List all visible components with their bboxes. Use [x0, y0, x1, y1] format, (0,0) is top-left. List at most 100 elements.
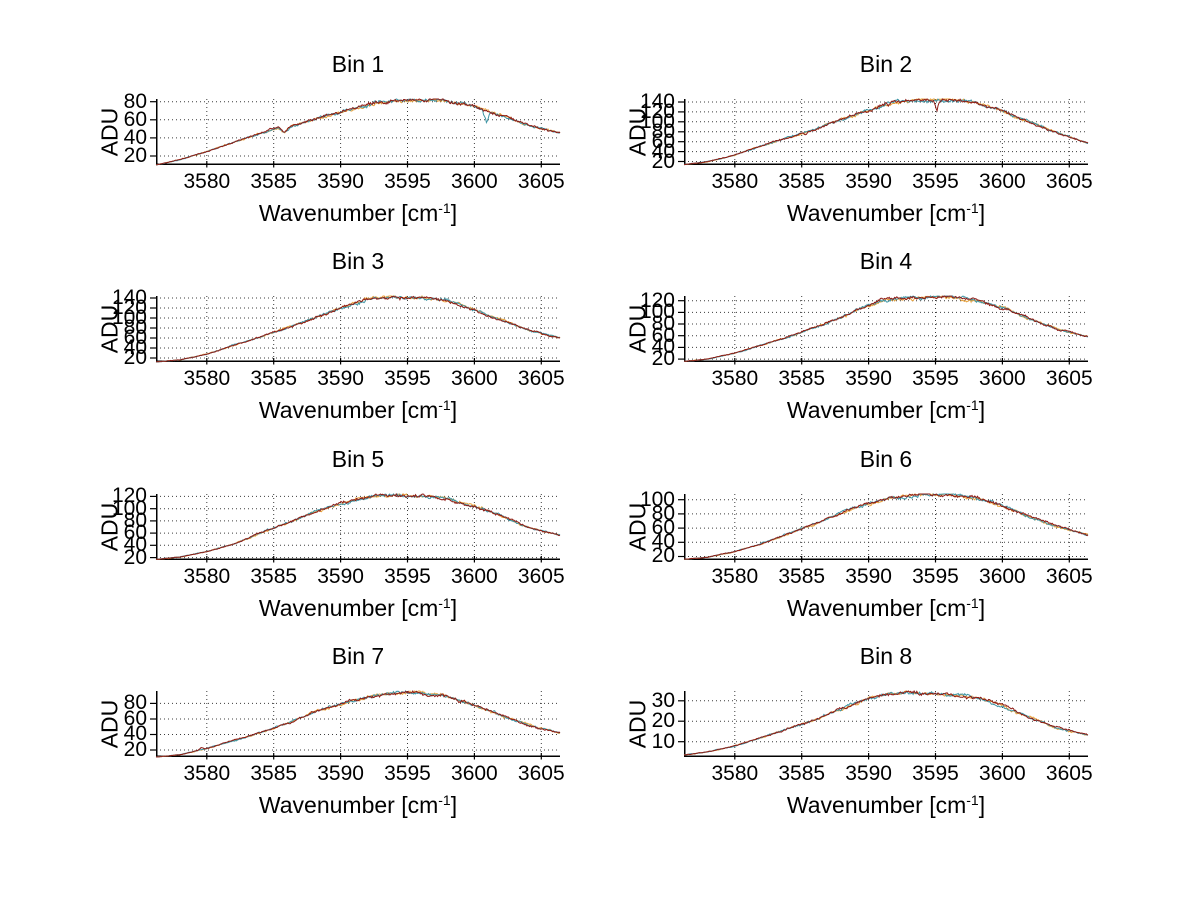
- y-tick-label: 100: [639, 300, 675, 324]
- y-tick-label: 20: [123, 545, 147, 569]
- y-tick-label: 20: [123, 143, 147, 167]
- spectrum-trace-1: [683, 295, 1088, 362]
- x-tick-label: 3595: [384, 565, 431, 588]
- x-axis-label-text: Wavenumber [cm: [786, 200, 967, 226]
- y-tick-label: 60: [651, 516, 675, 540]
- x-tick-label: 3600: [451, 762, 498, 785]
- plot-area: [678, 493, 1089, 563]
- x-tick-label: 3605: [517, 367, 565, 390]
- plot-title: Bin 6: [859, 446, 913, 472]
- x-axis-label: Wavenumber [cm-1]: [156, 200, 560, 226]
- x-axis-label: Wavenumber [cm-1]: [684, 397, 1088, 423]
- plot-area: [678, 98, 1089, 168]
- x-axis-label-close: ]: [978, 200, 986, 226]
- x-axis-label-close: ]: [978, 397, 986, 423]
- y-tick-label: 80: [651, 501, 675, 525]
- y-tick-label: 60: [123, 706, 147, 730]
- y-tick-label: 80: [123, 316, 147, 339]
- x-tick-label: 3605: [517, 762, 565, 785]
- subplot-bin-6: Bin 6 ADU 20 40 60 80 100 3580 3585 3590 3595 36…: [625, 447, 1093, 621]
- x-axis-label-sup: -1: [438, 595, 451, 611]
- x-tick-label: 3590: [845, 762, 892, 785]
- x-tick-label: 3585: [778, 367, 826, 390]
- y-tick-label: 20: [651, 544, 675, 568]
- x-tick-label: 3590: [845, 170, 892, 193]
- x-axis-label-sup: -1: [966, 792, 979, 808]
- y-tick-label: 60: [651, 323, 675, 347]
- x-tick-label: 3580: [711, 762, 759, 785]
- x-tick-label: 3590: [317, 170, 364, 193]
- x-axis-label: Wavenumber [cm-1]: [156, 595, 560, 621]
- y-tick-label: 80: [651, 312, 675, 336]
- x-tick-label: 3600: [451, 170, 498, 193]
- subplot-bin-5: Bin 5 ADU 20 40 60 80 100 120 3580 3585 3590 359…: [97, 447, 565, 621]
- spectrum-trace-3: [155, 492, 561, 560]
- y-tick-label: 140: [639, 89, 675, 113]
- x-tick-label: 3585: [778, 762, 826, 785]
- x-axis-label-close: ]: [978, 792, 986, 818]
- plot-area: [150, 98, 561, 168]
- x-tick-label: 3580: [711, 367, 759, 390]
- spectrum-trace-1: [155, 295, 561, 363]
- x-tick-label: 3605: [517, 170, 565, 193]
- x-axis-label-sup: -1: [966, 200, 979, 216]
- x-tick-label: 3595: [912, 762, 959, 785]
- plot-title: Bin 2: [859, 51, 913, 77]
- x-axis-label-close: ]: [450, 595, 458, 621]
- y-tick-label: 10: [651, 729, 675, 753]
- y-tick-label: 20: [123, 738, 147, 761]
- x-tick-label: 3590: [845, 565, 892, 588]
- spectrum-trace-1: [155, 98, 561, 166]
- y-tick-label: 40: [123, 533, 147, 557]
- x-tick-label: 3600: [979, 565, 1026, 588]
- y-tick-label: 60: [651, 129, 675, 153]
- x-axis-label-close: ]: [450, 200, 458, 226]
- spectrum-trace-1: [683, 493, 1089, 560]
- x-tick-label: 3605: [1045, 762, 1093, 785]
- x-tick-label: 3595: [912, 367, 959, 390]
- x-tick-label: 3585: [778, 565, 826, 588]
- x-axis-label-sup: -1: [438, 200, 451, 216]
- y-tick-label: 20: [651, 347, 675, 371]
- y-tick-label: 100: [639, 109, 675, 133]
- spectrum-trace-3: [155, 98, 561, 166]
- spectrum-trace-3: [684, 98, 1089, 166]
- y-tick-label: 20: [123, 346, 147, 369]
- y-tick-label: 100: [111, 496, 147, 520]
- x-tick-label: 3600: [451, 367, 498, 390]
- plot-area: [678, 690, 1089, 760]
- subplot-bin-2: Bin 2 ADU 20 40 60 80 100 120 140 3580 3585 3590…: [625, 52, 1093, 226]
- x-axis-label-text: Wavenumber [cm: [258, 595, 439, 621]
- x-tick-label: 3600: [451, 565, 498, 588]
- plot-title: Bin 7: [331, 643, 385, 669]
- y-tick-label: 80: [123, 691, 147, 715]
- x-tick-label: 3605: [517, 565, 565, 588]
- y-tick-label: 100: [111, 306, 147, 329]
- spectrum-trace-2: [683, 295, 1089, 362]
- subplot-bin-4: Bin 4 ADU 20 40 60 80 100 120 3580 3585 3590 359…: [625, 249, 1093, 423]
- x-tick-label: 3605: [1045, 170, 1093, 193]
- y-tick-label: 140: [111, 286, 147, 309]
- spectrum-trace-3: [155, 689, 561, 758]
- y-tick-label: 100: [639, 487, 675, 511]
- x-tick-label: 3595: [384, 762, 431, 785]
- x-tick-label: 3585: [250, 565, 298, 588]
- spectrum-trace-3: [155, 295, 561, 363]
- x-tick-label: 3585: [250, 170, 298, 193]
- y-tick-label: 80: [123, 89, 147, 113]
- x-tick-label: 3590: [317, 367, 364, 390]
- x-axis-label-text: Wavenumber [cm: [258, 792, 439, 818]
- y-tick-label: 40: [123, 336, 147, 359]
- x-axis-label: Wavenumber [cm-1]: [684, 792, 1088, 818]
- x-axis-label-sup: -1: [966, 595, 979, 611]
- plot-title: Bin 1: [331, 51, 385, 77]
- plot-title: Bin 8: [859, 643, 913, 669]
- plot-area: [150, 689, 561, 760]
- x-axis-label-sup: -1: [438, 397, 451, 413]
- y-tick-label: 20: [651, 709, 675, 733]
- subplot-bin-1: Bin 1 ADU 20 40 60 80 3580 3585 3590 3595 3600 3…: [97, 52, 565, 226]
- subplot-bin-3: Bin 3 ADU 20 40 60 80 100 120 140 3580 3585 3590…: [97, 249, 565, 423]
- x-tick-label: 3585: [250, 367, 298, 390]
- x-tick-label: 3595: [384, 367, 431, 390]
- y-tick-label: 40: [123, 722, 147, 746]
